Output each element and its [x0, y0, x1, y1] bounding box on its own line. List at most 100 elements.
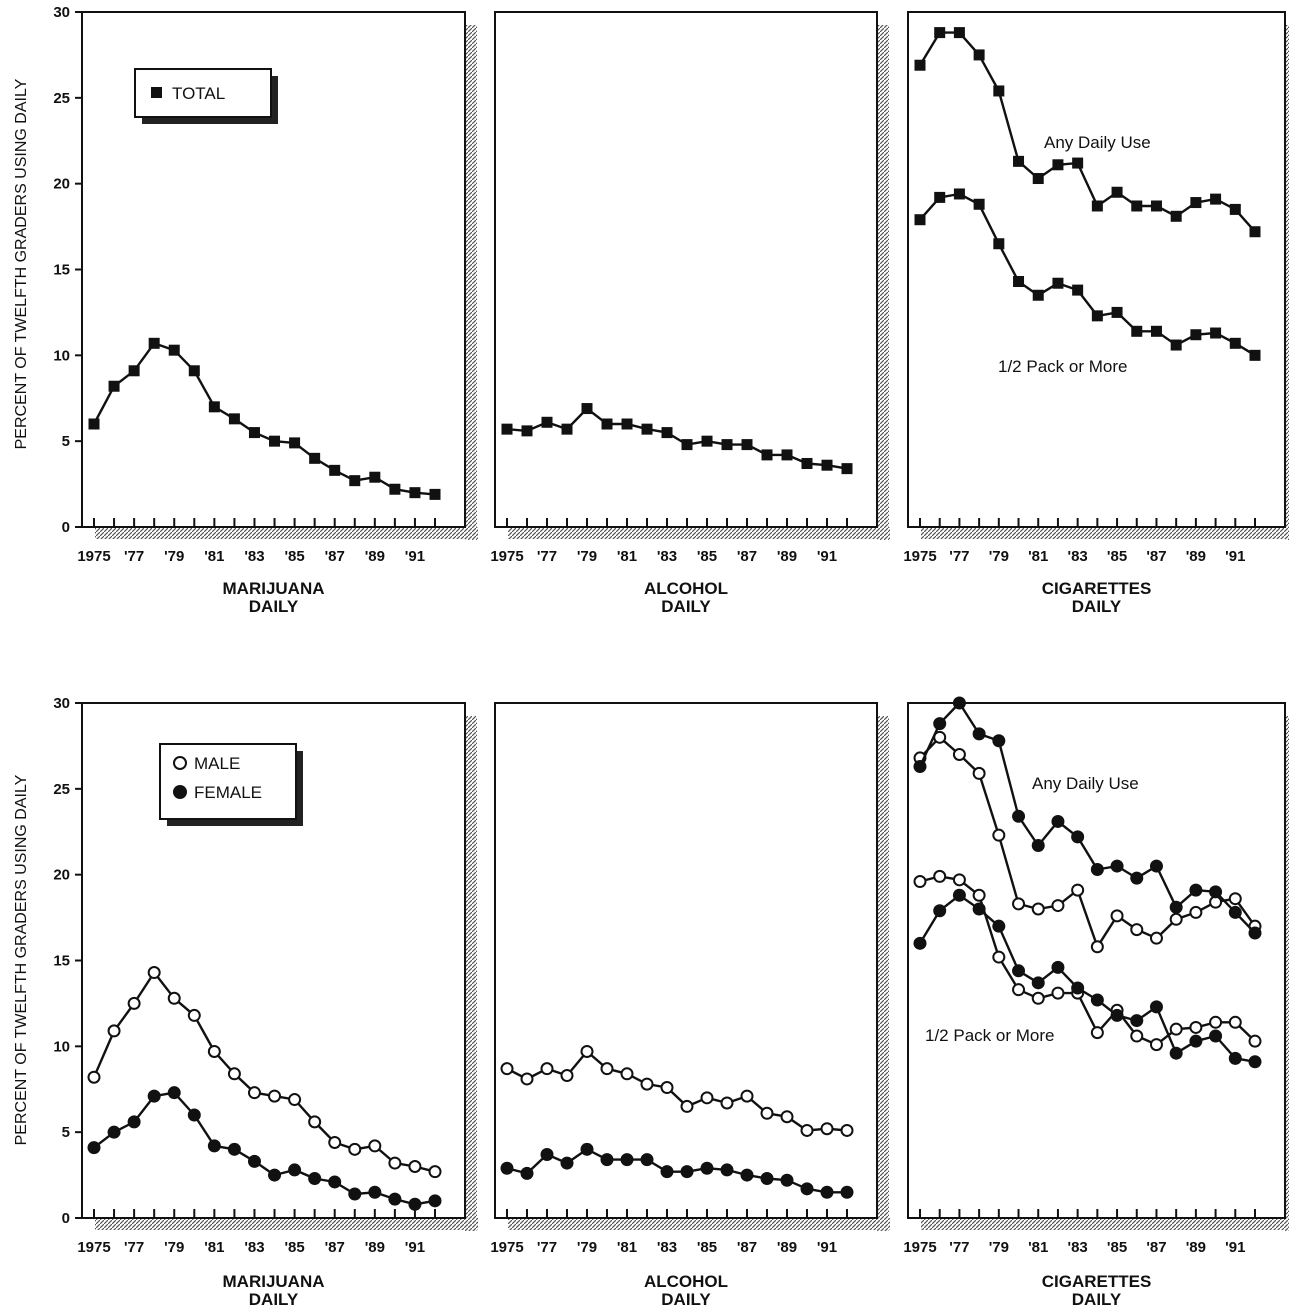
data-point — [1072, 284, 1084, 296]
data-point — [1031, 976, 1045, 990]
y-tick-label: 20 — [53, 176, 70, 193]
data-point — [1032, 289, 1044, 301]
data-point — [721, 439, 733, 451]
x-tick-label: '91 — [1225, 548, 1245, 565]
data-point — [701, 435, 713, 447]
y-tick-label: 0 — [62, 1210, 70, 1227]
data-point — [247, 1086, 261, 1100]
data-point — [561, 423, 573, 435]
data-point — [127, 1115, 141, 1129]
x-tick-label: 1975 — [903, 1239, 936, 1256]
data-point — [934, 27, 946, 39]
data-point — [972, 727, 986, 741]
x-tick-label: '91 — [405, 548, 425, 565]
legend-total: TOTAL — [134, 68, 278, 124]
x-tick-label: '85 — [697, 1239, 717, 1256]
x-tick-label: '85 — [1107, 548, 1127, 565]
data-point — [1248, 1055, 1262, 1069]
data-point — [247, 1154, 261, 1168]
x-tick-label: '77 — [537, 548, 557, 565]
data-point — [1052, 277, 1064, 289]
data-point — [580, 1142, 594, 1156]
data-point — [992, 828, 1006, 842]
data-point — [1130, 923, 1144, 937]
data-point — [429, 488, 441, 500]
data-point — [1248, 1034, 1262, 1048]
panels: 1975 '77 '79 '81 '83 '85 '87 '89 '91 0 5 10 15 20 25 30… — [53, 4, 1289, 1309]
data-point — [540, 1062, 554, 1076]
x-tick-label: '83 — [244, 548, 264, 565]
data-point — [269, 435, 281, 447]
data-point — [1051, 986, 1065, 1000]
x-tick-label: '81 — [204, 548, 224, 565]
annotation-any-daily-bottom: Any Daily Use — [1032, 774, 1139, 793]
data-point — [1150, 200, 1162, 212]
data-point — [1031, 838, 1045, 852]
x-tick-label: 1975 — [490, 548, 523, 565]
data-point — [289, 437, 301, 449]
data-point — [1090, 993, 1104, 1007]
panel-label-line1: MARIJUANA — [223, 1272, 325, 1291]
data-point — [1071, 981, 1085, 995]
data-point — [308, 1172, 322, 1186]
x-tick-label: '79 — [164, 548, 184, 565]
data-point — [913, 760, 927, 774]
data-point — [800, 1182, 814, 1196]
data-point — [820, 1122, 834, 1136]
data-point — [840, 1185, 854, 1199]
data-point — [408, 1160, 422, 1173]
data-point — [1169, 900, 1183, 914]
data-point — [581, 403, 593, 415]
data-point — [1249, 349, 1261, 361]
data-point — [1169, 912, 1183, 926]
data-point — [780, 1110, 794, 1124]
data-point — [600, 1153, 614, 1167]
x-tick-label: '79 — [989, 548, 1009, 565]
data-point — [560, 1156, 574, 1170]
data-point — [761, 449, 773, 461]
plot-frame — [907, 702, 1286, 1219]
data-point — [1229, 203, 1241, 215]
data-point — [1090, 940, 1104, 954]
x-tick-label: '79 — [164, 1239, 184, 1256]
data-point — [87, 1141, 101, 1155]
x-tick-label: 1975 — [77, 1239, 110, 1256]
data-point — [1131, 325, 1143, 337]
data-point — [167, 991, 181, 1005]
data-point — [1170, 210, 1182, 222]
data-point — [1052, 159, 1064, 171]
data-point — [952, 873, 966, 887]
data-point — [1130, 871, 1144, 885]
data-point — [681, 439, 693, 451]
data-point — [227, 1142, 241, 1156]
data-point — [107, 1024, 121, 1038]
data-point — [953, 27, 965, 39]
data-point — [428, 1194, 442, 1208]
x-tick-label: '91 — [405, 1239, 425, 1256]
panel-top-cigarettes: 1975 '77 '79 '81 '83 '85 '87 '89 '91 CIGARETTESDA… — [903, 11, 1289, 616]
data-point — [500, 1062, 514, 1076]
data-point — [913, 875, 927, 889]
data-point — [408, 1197, 422, 1211]
data-point — [1091, 310, 1103, 322]
data-point — [128, 365, 140, 377]
data-point — [1209, 885, 1223, 899]
data-point — [601, 418, 613, 430]
data-point — [1012, 964, 1026, 978]
panel-label-line2: DAILY — [249, 597, 299, 616]
data-point — [207, 1139, 221, 1153]
data-point — [1111, 306, 1123, 318]
y-tick-label: 15 — [53, 262, 70, 279]
data-point — [640, 1153, 654, 1167]
data-point — [680, 1165, 694, 1179]
data-point — [660, 1165, 674, 1179]
data-point — [127, 996, 141, 1010]
data-point — [187, 1008, 201, 1022]
y-axis-label-bottom: PERCENT OF TWELFTH GRADERS USING DAILY — [13, 774, 30, 1145]
x-tick-label: '81 — [1028, 548, 1048, 565]
data-point — [188, 365, 200, 377]
data-point — [1228, 892, 1242, 906]
x-tick-label: '87 — [325, 548, 345, 565]
data-point — [1190, 197, 1202, 209]
data-point — [821, 459, 833, 471]
